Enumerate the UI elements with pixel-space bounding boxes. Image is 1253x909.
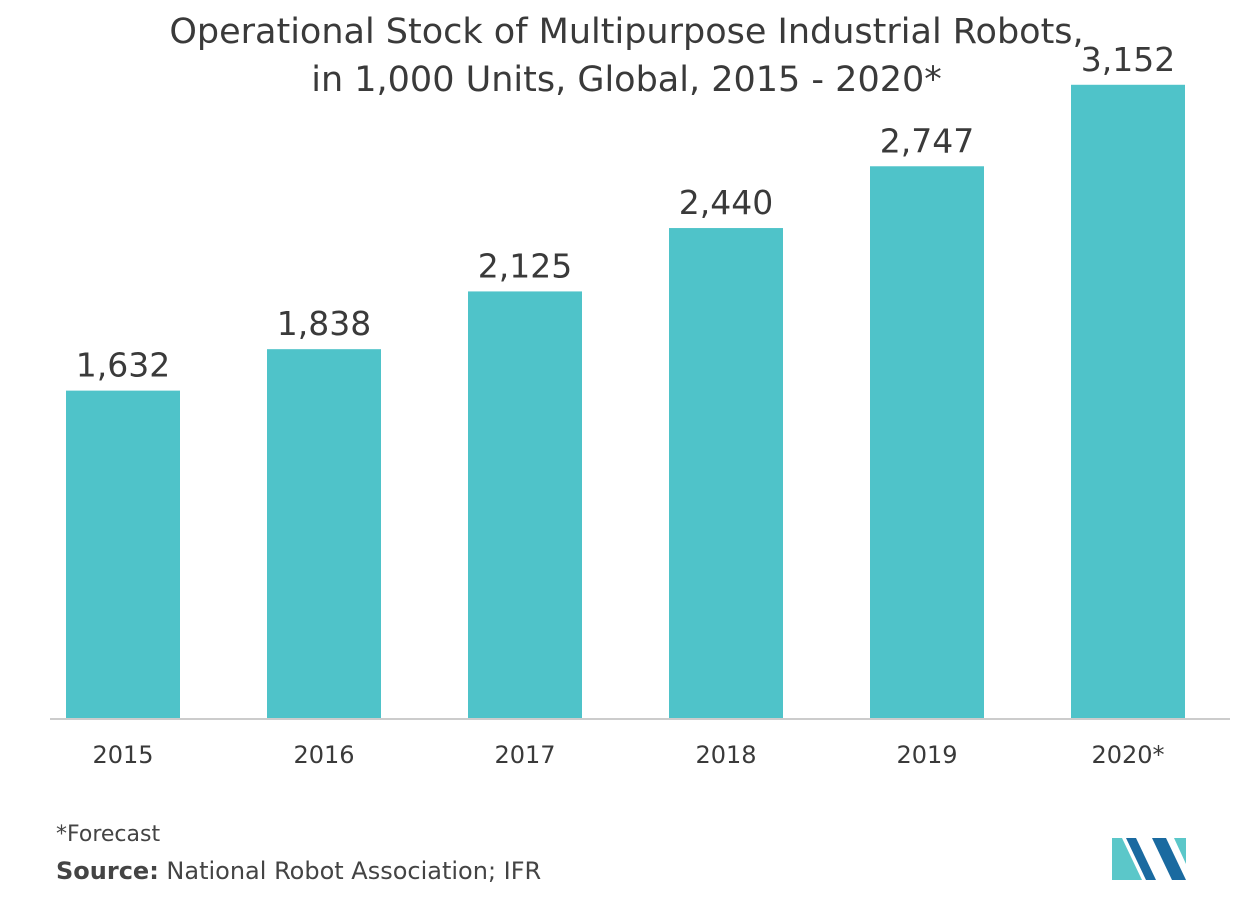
logo-shape-1 bbox=[1112, 838, 1142, 880]
value-label-2020*: 3,152 bbox=[1081, 40, 1175, 79]
source-text: National Robot Association; IFR bbox=[158, 857, 542, 885]
chart-title-line-2: in 1,000 Units, Global, 2015 - 2020* bbox=[311, 60, 942, 100]
x-tick-label-2019: 2019 bbox=[896, 741, 957, 769]
x-tick-label-2015: 2015 bbox=[92, 741, 153, 769]
logo-shape-4 bbox=[1174, 838, 1186, 864]
x-tick-label-2016: 2016 bbox=[293, 741, 354, 769]
bar-2018 bbox=[669, 228, 783, 719]
forecast-footnote: *Forecast bbox=[56, 822, 161, 847]
mordor-intelligence-logo-icon bbox=[1112, 838, 1186, 880]
value-label-2018: 2,440 bbox=[679, 183, 773, 222]
value-label-2016: 1,838 bbox=[277, 304, 371, 343]
chart-title-line-1: Operational Stock of Multipurpose Indust… bbox=[169, 12, 1084, 52]
bar-2019 bbox=[870, 166, 984, 719]
value-label-2019: 2,747 bbox=[880, 121, 974, 160]
x-tick-labels-group: 2015 2016 2017 2018 2019 2020* bbox=[92, 741, 1164, 769]
bar-2017 bbox=[468, 291, 582, 719]
bar-2016 bbox=[267, 349, 381, 719]
logo-shape-3 bbox=[1152, 838, 1186, 880]
x-tick-label-2018: 2018 bbox=[695, 741, 756, 769]
bar-2015 bbox=[66, 390, 180, 719]
source-note: Source: National Robot Association; IFR bbox=[56, 857, 541, 885]
x-tick-label-2020*: 2020* bbox=[1091, 741, 1164, 769]
bars-group bbox=[66, 84, 1185, 719]
value-label-2015: 1,632 bbox=[76, 346, 170, 385]
source-label: Source: bbox=[56, 857, 159, 885]
bar-2020* bbox=[1071, 84, 1185, 719]
value-label-2017: 2,125 bbox=[478, 246, 572, 285]
logo-shape-2 bbox=[1126, 838, 1156, 880]
x-tick-label-2017: 2017 bbox=[494, 741, 555, 769]
value-labels-group: 1,632 1,838 2,125 2,440 2,747 3,152 bbox=[76, 40, 1175, 385]
